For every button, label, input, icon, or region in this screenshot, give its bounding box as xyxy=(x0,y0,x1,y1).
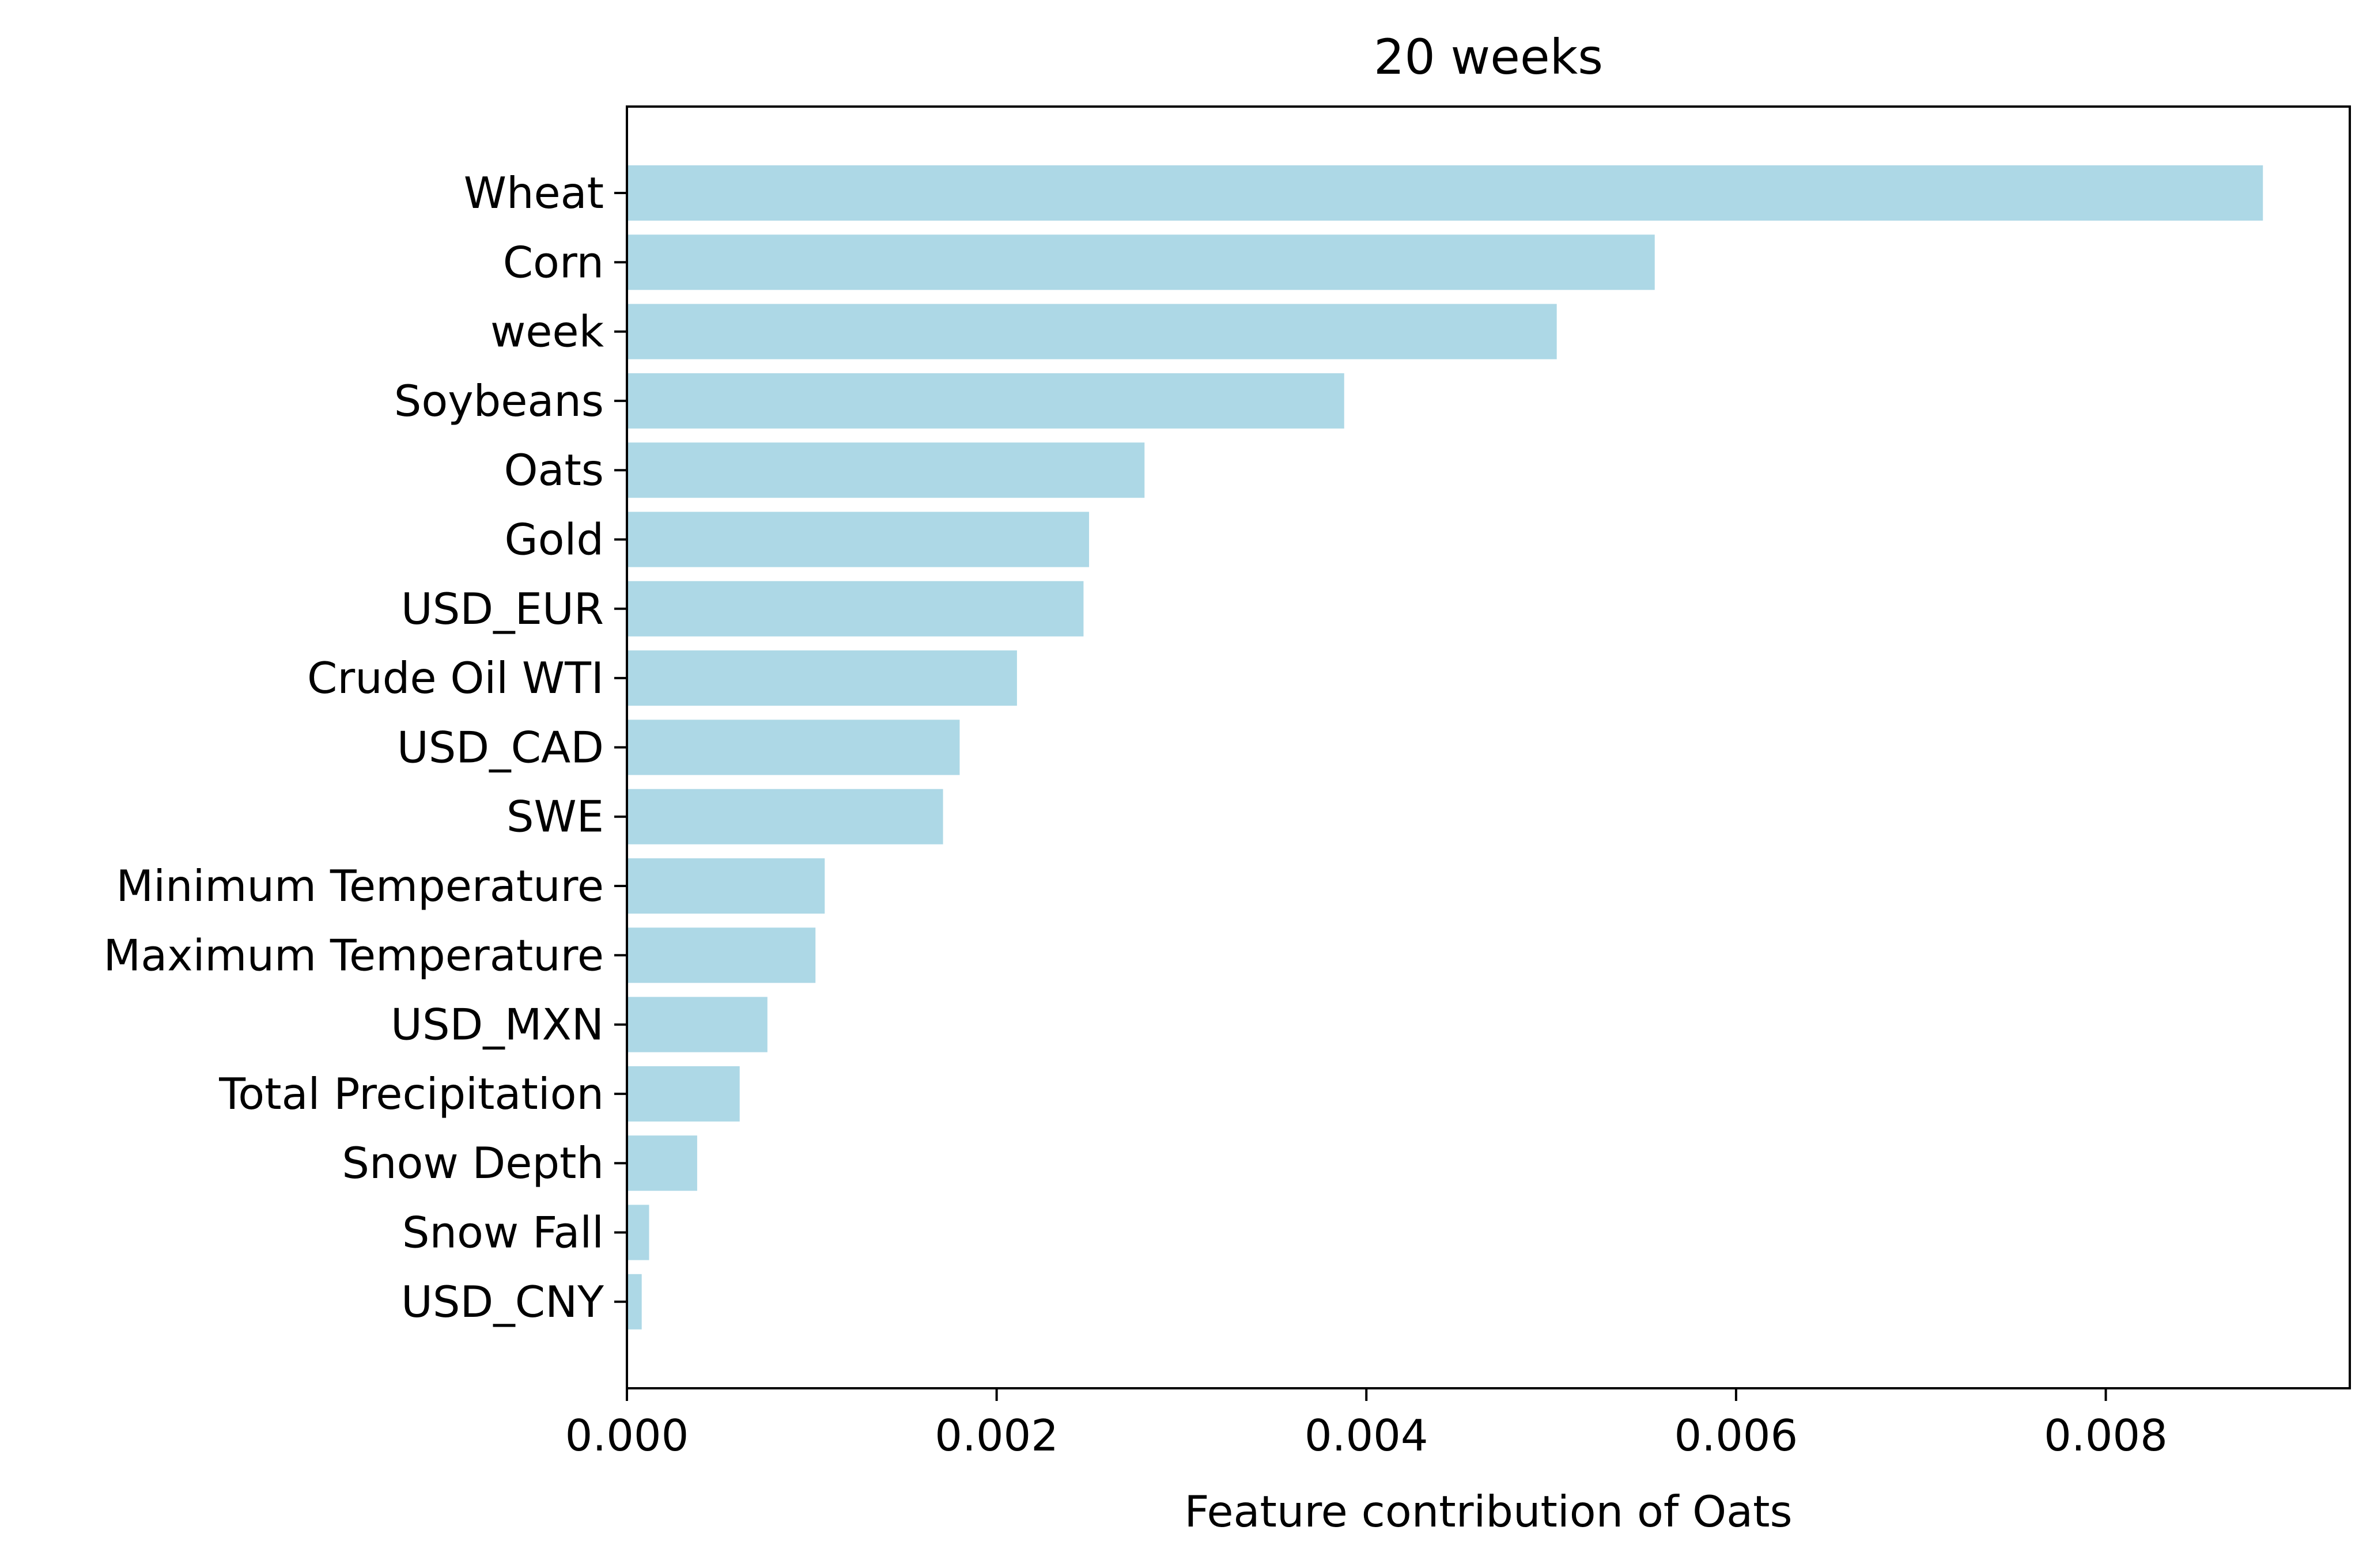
bar-gold xyxy=(627,512,1090,567)
plot-frame xyxy=(626,105,2351,1389)
y-tick-label: week xyxy=(490,306,604,357)
y-tick-label: Gold xyxy=(505,514,604,565)
y-tick-label: Snow Depth xyxy=(342,1138,604,1188)
x-tick-label: 0.002 xyxy=(935,1410,1059,1461)
x-tick-label: 0.006 xyxy=(1674,1410,1798,1461)
x-axis-ticks: 0.000 0.002 0.004 0.006 0.008 xyxy=(565,1388,2168,1461)
y-axis-ticks: Wheat Corn week Soybeans Oats Gold USD_EUR Crud… xyxy=(104,168,627,1327)
bar-snow-depth xyxy=(627,1135,697,1191)
bar-snow-fall xyxy=(627,1205,649,1260)
y-tick-label: Minimum Temperature xyxy=(116,861,604,911)
y-tick-label: Corn xyxy=(503,237,604,287)
y-tick-label: Snow Fall xyxy=(402,1207,604,1258)
bar-maximum-temperature xyxy=(627,927,816,983)
x-axis-label: Feature contribution of Oats xyxy=(1184,1486,1792,1537)
bar-wheat xyxy=(627,165,2263,221)
y-tick-label: Total Precipitation xyxy=(218,1069,604,1119)
bar-total-precipitation xyxy=(627,1066,740,1122)
bars-layer xyxy=(627,165,2263,1330)
y-tick-label: Crude Oil WTI xyxy=(307,653,604,703)
y-tick-label: Oats xyxy=(504,445,604,495)
chart-title: 20 weeks xyxy=(1374,29,1603,85)
x-tick-label: 0.000 xyxy=(565,1410,689,1461)
y-tick-label: Wheat xyxy=(464,168,604,218)
bar-corn xyxy=(627,234,1655,290)
y-tick-label: Soybeans xyxy=(394,376,604,426)
bar-oats xyxy=(627,442,1145,498)
x-tick-label: 0.004 xyxy=(1305,1410,1428,1461)
bar-week xyxy=(627,304,1557,359)
bar-usd-eur xyxy=(627,581,1084,637)
y-tick-label: SWE xyxy=(506,791,604,842)
bar-minimum-temperature xyxy=(627,858,825,914)
y-tick-label: USD_CAD xyxy=(397,722,604,772)
x-tick-label: 0.008 xyxy=(2044,1410,2168,1461)
y-tick-label: USD_CNY xyxy=(401,1277,604,1327)
bar-swe xyxy=(627,789,943,844)
bar-usd-mxn xyxy=(627,997,768,1052)
y-tick-label: USD_EUR xyxy=(401,584,604,634)
y-tick-label: Maximum Temperature xyxy=(104,930,604,980)
bar-usd-cad xyxy=(627,719,960,775)
bar-soybeans xyxy=(627,373,1344,429)
bar-usd-cny xyxy=(627,1274,642,1330)
bar-crude-oil-wti xyxy=(627,650,1017,706)
y-tick-label: USD_MXN xyxy=(391,999,604,1050)
